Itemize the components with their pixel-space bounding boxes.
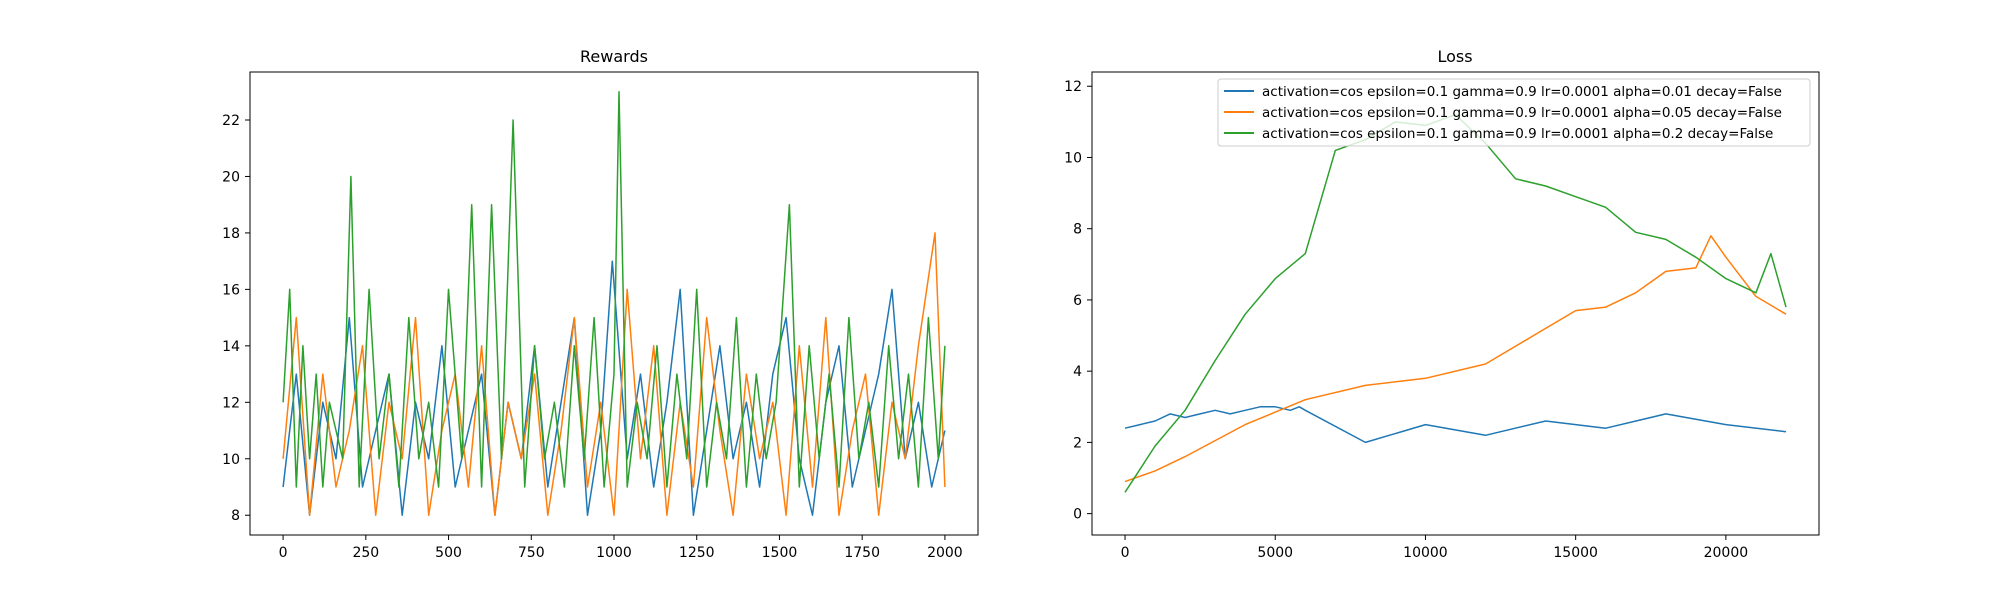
- loss-x-tick-label: 5000: [1257, 545, 1293, 561]
- rewards-lines: [282, 91, 946, 516]
- rewards-x-tick-label: 1750: [844, 545, 880, 561]
- rewards-y-tick-label: 12: [222, 395, 240, 411]
- loss-plot-frame: [1091, 71, 1820, 536]
- legend-box: [1217, 78, 1811, 147]
- loss-y-tick-label: 12: [1064, 79, 1082, 95]
- rewards-y-tick-label: 22: [222, 113, 240, 129]
- rewards-plot-frame: [249, 71, 979, 536]
- rewards-x-tick-label: 0: [279, 545, 288, 561]
- loss-y-tick-label: 6: [1073, 293, 1082, 309]
- rewards-chart: Rewards 0 250 500 750 1000 1250 1500 1750 2000 8…: [222, 47, 979, 561]
- loss-series-2-line: [1124, 235, 1787, 483]
- rewards-x-tick-label: 750: [518, 545, 545, 561]
- loss-y-ticks: 0 2 4 6 8 10 12: [1064, 79, 1092, 523]
- rewards-x-tick-label: 1500: [762, 545, 798, 561]
- rewards-y-tick-label: 8: [231, 508, 240, 524]
- rewards-y-tick-label: 20: [222, 169, 240, 185]
- legend-label-2: activation=cos epsilon=0.1 gamma=0.9 lr=…: [1262, 105, 1782, 121]
- loss-x-tick-label: 0: [1121, 545, 1130, 561]
- loss-title: Loss: [1437, 47, 1472, 66]
- loss-y-tick-label: 2: [1073, 435, 1082, 451]
- loss-y-tick-label: 4: [1073, 364, 1082, 380]
- rewards-x-tick-label: 1250: [679, 545, 715, 561]
- rewards-x-tick-label: 1000: [596, 545, 632, 561]
- loss-x-tick-label: 15000: [1553, 545, 1598, 561]
- loss-legend: activation=cos epsilon=0.1 gamma=0.9 lr=…: [1217, 78, 1811, 147]
- loss-x-tick-label: 10000: [1403, 545, 1448, 561]
- loss-y-tick-label: 10: [1064, 150, 1082, 166]
- loss-chart: Loss 0 5000 10000 15000 20000 0 2 4 6 8 10 12 acti…: [1064, 47, 1820, 561]
- loss-y-tick-label: 0: [1073, 507, 1082, 523]
- rewards-title: Rewards: [580, 47, 648, 66]
- rewards-y-ticks: 8 10 12 14 16 18 20 22: [222, 113, 250, 524]
- rewards-y-tick-label: 18: [222, 226, 240, 242]
- legend-label-3: activation=cos epsilon=0.1 gamma=0.9 lr=…: [1262, 126, 1773, 142]
- loss-y-tick-label: 8: [1073, 222, 1082, 238]
- rewards-y-tick-label: 14: [222, 339, 240, 355]
- rewards-series-3-line: [282, 91, 946, 488]
- rewards-y-tick-label: 10: [222, 452, 240, 468]
- rewards-y-tick-label: 16: [222, 282, 240, 298]
- legend-label-1: activation=cos epsilon=0.1 gamma=0.9 lr=…: [1262, 84, 1782, 100]
- loss-x-tick-label: 20000: [1704, 545, 1749, 561]
- rewards-x-tick-label: 500: [435, 545, 462, 561]
- rewards-x-ticks: 0 250 500 750 1000 1250 1500 1750 2000: [279, 535, 963, 561]
- rewards-x-tick-label: 2000: [927, 545, 963, 561]
- loss-x-ticks: 0 5000 10000 15000 20000: [1121, 535, 1749, 561]
- rewards-x-tick-label: 250: [352, 545, 379, 561]
